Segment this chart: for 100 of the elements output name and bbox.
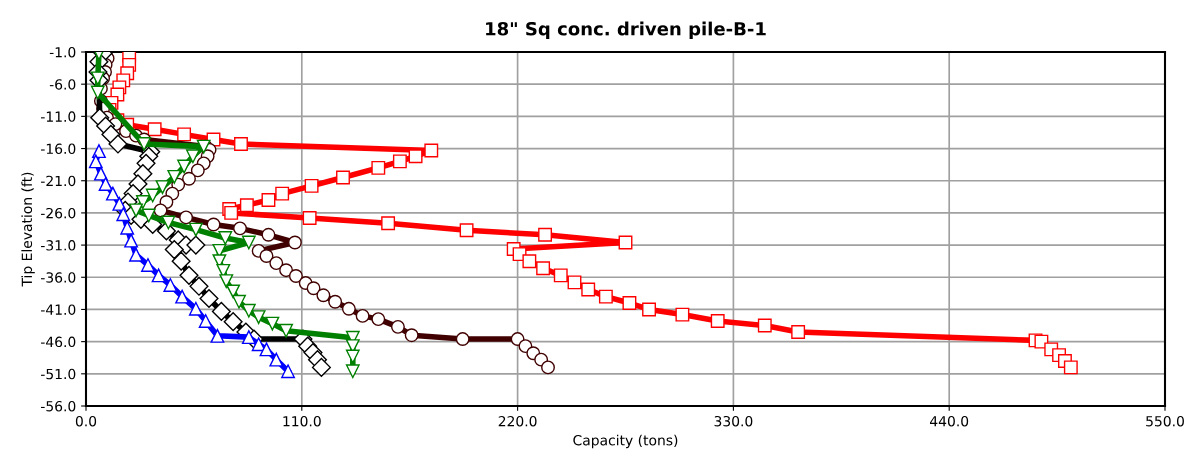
point bbox=[1063, 360, 1078, 375]
point bbox=[345, 364, 360, 379]
point bbox=[232, 294, 246, 309]
x-tick-label: 220.0 bbox=[498, 415, 537, 427]
point bbox=[408, 149, 423, 164]
point bbox=[279, 323, 294, 338]
point bbox=[88, 154, 103, 169]
point bbox=[261, 227, 276, 242]
point bbox=[288, 269, 303, 283]
point bbox=[522, 254, 537, 269]
y-tick-label: -46.0 bbox=[41, 336, 76, 348]
y-tick-label: -41.0 bbox=[41, 304, 76, 315]
point bbox=[371, 160, 386, 175]
x-tick-label: 330.0 bbox=[714, 415, 753, 427]
point bbox=[210, 328, 225, 343]
point bbox=[188, 301, 203, 316]
point bbox=[541, 360, 555, 375]
y-tick-label: -56.0 bbox=[41, 400, 76, 412]
point bbox=[642, 302, 656, 317]
point bbox=[239, 198, 254, 213]
point bbox=[151, 268, 166, 283]
point bbox=[598, 289, 613, 304]
point bbox=[455, 332, 470, 347]
point bbox=[145, 188, 160, 203]
y-tick-label: -11.0 bbox=[41, 111, 76, 122]
point bbox=[336, 170, 350, 185]
point bbox=[189, 276, 209, 296]
point bbox=[223, 312, 243, 332]
point bbox=[269, 256, 284, 271]
point bbox=[116, 207, 131, 222]
point bbox=[259, 342, 274, 357]
point bbox=[93, 166, 108, 181]
point bbox=[381, 216, 396, 231]
point bbox=[171, 251, 191, 271]
y-tick-label: -21.0 bbox=[41, 175, 76, 187]
point bbox=[259, 249, 274, 263]
point bbox=[341, 301, 356, 316]
point bbox=[328, 294, 343, 309]
point bbox=[275, 186, 290, 201]
point bbox=[226, 284, 241, 299]
point bbox=[105, 186, 120, 201]
y-tick-label: -51.0 bbox=[41, 368, 76, 380]
point bbox=[581, 282, 596, 297]
point bbox=[129, 203, 143, 218]
point bbox=[182, 171, 196, 186]
point bbox=[141, 208, 156, 223]
point bbox=[167, 169, 182, 184]
point bbox=[161, 215, 176, 230]
point bbox=[112, 196, 127, 211]
point bbox=[281, 364, 296, 379]
y-axis-title: Tip Elevation (ft) bbox=[21, 172, 35, 287]
point bbox=[155, 180, 170, 195]
point bbox=[147, 122, 162, 137]
point bbox=[101, 124, 121, 144]
point bbox=[177, 159, 192, 174]
point bbox=[177, 127, 192, 142]
point bbox=[553, 268, 568, 283]
point bbox=[90, 85, 105, 100]
point bbox=[392, 154, 407, 169]
point bbox=[188, 222, 203, 237]
point bbox=[175, 289, 190, 304]
point bbox=[218, 231, 233, 245]
point bbox=[224, 205, 239, 220]
x-tick-label: 110.0 bbox=[283, 415, 321, 427]
point bbox=[567, 275, 582, 290]
chart-title: 18" Sq conc. driven pile-B-1 bbox=[486, 21, 766, 40]
point bbox=[164, 240, 184, 260]
point bbox=[265, 316, 280, 331]
point bbox=[179, 210, 193, 225]
point bbox=[424, 143, 439, 158]
point bbox=[206, 217, 221, 232]
x-tick-label: 550.0 bbox=[1146, 415, 1184, 427]
point bbox=[153, 203, 168, 218]
point bbox=[234, 137, 248, 151]
point bbox=[198, 314, 213, 328]
y-tick-label: -36.0 bbox=[41, 272, 76, 283]
point bbox=[141, 258, 155, 272]
point bbox=[185, 149, 200, 164]
x-axis-title: Capacity (tons) bbox=[573, 434, 678, 449]
point bbox=[186, 235, 206, 255]
point bbox=[304, 178, 319, 193]
y-tick-label: -16.0 bbox=[41, 143, 76, 155]
point bbox=[163, 278, 178, 292]
point bbox=[538, 227, 553, 242]
y-tick-label: -26.0 bbox=[41, 207, 76, 219]
point bbox=[622, 296, 637, 310]
y-tick-label: -1.0 bbox=[49, 46, 76, 58]
point bbox=[120, 220, 135, 235]
point bbox=[710, 314, 725, 328]
point bbox=[251, 310, 266, 325]
point bbox=[92, 144, 106, 159]
point bbox=[269, 352, 284, 367]
point bbox=[190, 163, 205, 178]
point bbox=[404, 328, 419, 343]
x-tick-label: 440.0 bbox=[930, 415, 969, 427]
point bbox=[233, 221, 247, 236]
point bbox=[124, 233, 139, 248]
point bbox=[129, 247, 143, 262]
point bbox=[135, 195, 150, 209]
point bbox=[108, 134, 128, 154]
